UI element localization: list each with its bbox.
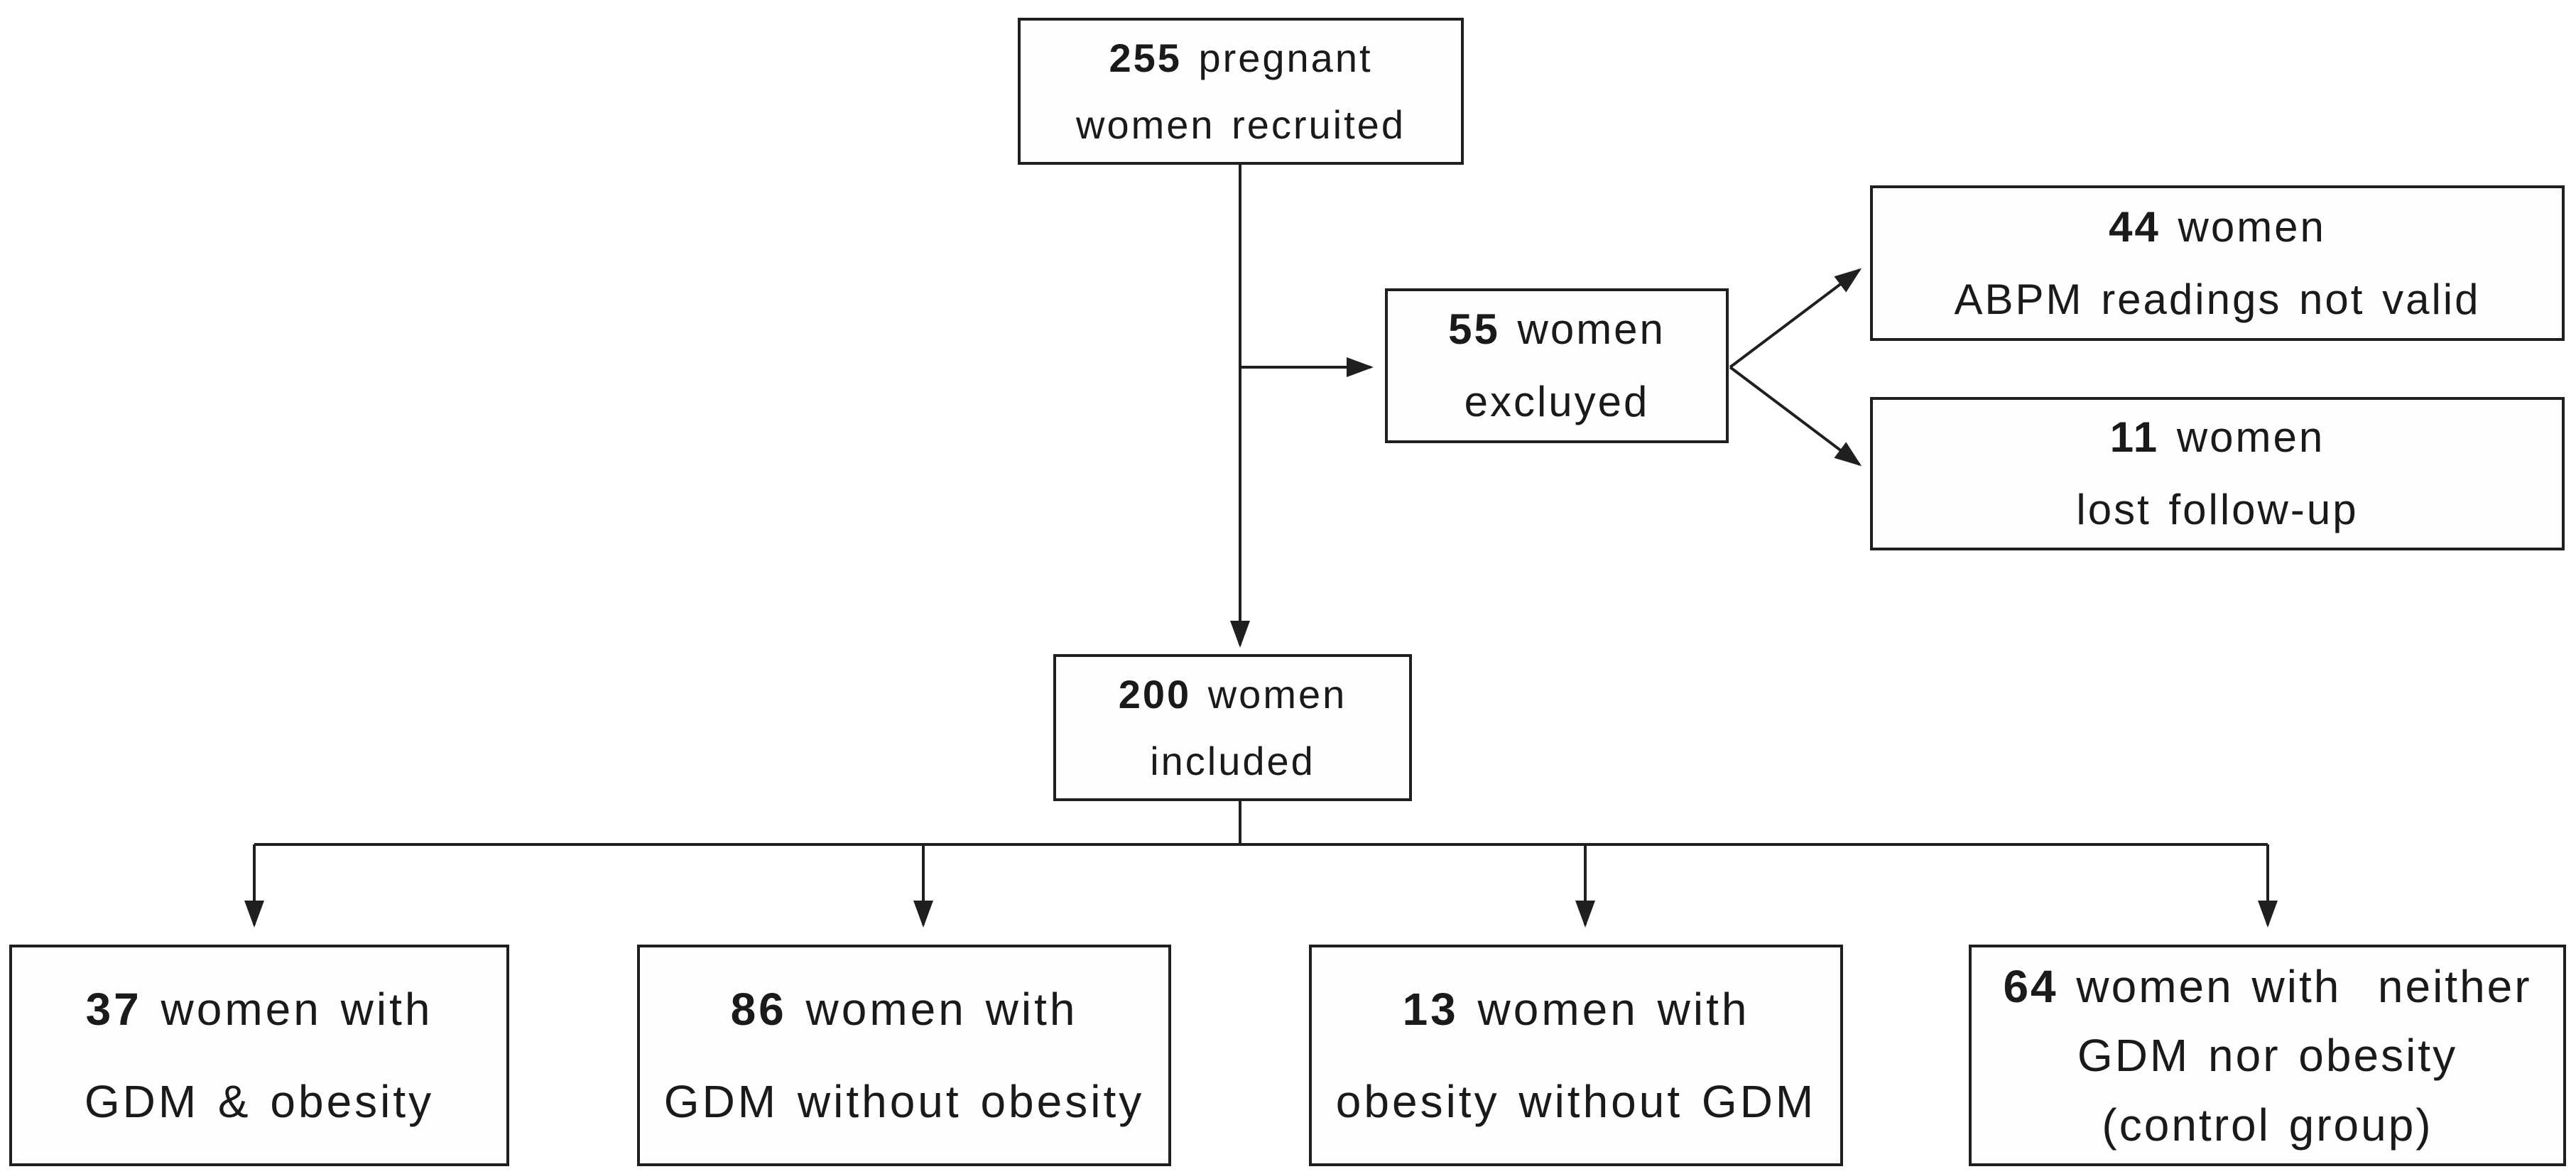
arrow-excluded-to-abpm bbox=[1729, 268, 1862, 369]
excluded-count: 55 bbox=[1448, 305, 1500, 353]
obesity-wo-gdm-line1-text: women with bbox=[1458, 984, 1750, 1035]
node-control-group-box: 64 women with neither GDM nor obesity (c… bbox=[1969, 945, 2566, 1166]
control-line1-text: women with neither bbox=[2058, 960, 2532, 1012]
gdm-obesity-line1-text: women with bbox=[141, 984, 433, 1035]
node-excluded-line2: excluyed bbox=[1464, 378, 1650, 425]
node-recruited-box: 255 pregnant women recruited bbox=[1018, 18, 1464, 165]
abpm-count: 44 bbox=[2109, 202, 2161, 251]
lost-count: 11 bbox=[2109, 413, 2160, 461]
node-included-line2: included bbox=[1150, 738, 1315, 783]
node-lost-followup-box: 11 women lost follow-up bbox=[1870, 397, 2565, 550]
gdm-obesity-count: 37 bbox=[85, 984, 142, 1035]
node-abpm-line2: ABPM readings not valid bbox=[1954, 275, 2481, 323]
node-abpm-not-valid-box: 44 women ABPM readings not valid bbox=[1870, 185, 2565, 341]
node-control-line2: GDM nor obesity bbox=[2077, 1030, 2458, 1081]
node-lost-line2: lost follow-up bbox=[2076, 486, 2359, 533]
node-obesity-wo-gdm-line2: obesity without GDM bbox=[1335, 1076, 1817, 1127]
node-included-line1: 200 women bbox=[1119, 665, 1347, 724]
node-obesity-without-gdm-box: 13 women with obesity without GDM bbox=[1309, 945, 1843, 1166]
excluded-line1-text: women bbox=[1499, 305, 1665, 353]
gdm-wo-obesity-line1-text: women with bbox=[786, 984, 1078, 1035]
included-count: 200 bbox=[1118, 671, 1192, 717]
node-obesity-wo-gdm-line1: 13 women with bbox=[1403, 979, 1750, 1040]
node-abpm-line1: 44 women bbox=[2109, 196, 2326, 259]
lost-line1-text: women bbox=[2159, 413, 2325, 461]
node-gdm-obesity-box: 37 women with GDM & obesity bbox=[9, 945, 509, 1166]
node-control-line1: 64 women with neither bbox=[2003, 956, 2531, 1017]
node-excluded-box: 55 women excluyed bbox=[1385, 288, 1729, 443]
node-lost-line1: 11 women bbox=[2110, 406, 2325, 469]
node-gdm-wo-obesity-line2: GDM without obesity bbox=[663, 1076, 1145, 1127]
node-gdm-wo-obesity-line1: 86 women with bbox=[731, 979, 1078, 1040]
node-excluded-line1: 55 women bbox=[1448, 298, 1665, 361]
abpm-line1-text: women bbox=[2160, 202, 2326, 251]
node-included-box: 200 women included bbox=[1053, 654, 1412, 801]
control-count: 64 bbox=[2003, 960, 2058, 1012]
node-gdm-obesity-line2: GDM & obesity bbox=[84, 1076, 435, 1127]
node-recruited-line2: women recruited bbox=[1076, 102, 1406, 147]
arrow-excluded-to-lost bbox=[1729, 366, 1862, 467]
obesity-wo-gdm-count: 13 bbox=[1402, 984, 1459, 1035]
node-gdm-obesity-line1: 37 women with bbox=[86, 979, 433, 1040]
recruited-count: 255 bbox=[1109, 35, 1182, 80]
gdm-wo-obesity-count: 86 bbox=[730, 984, 787, 1035]
node-gdm-without-obesity-box: 86 women with GDM without obesity bbox=[637, 945, 1171, 1166]
included-line1-text: women bbox=[1191, 671, 1347, 717]
node-control-line3: (control group) bbox=[2102, 1099, 2433, 1151]
node-recruited-line1: 255 pregnant bbox=[1109, 28, 1372, 88]
recruited-line1-text: pregnant bbox=[1181, 35, 1373, 80]
